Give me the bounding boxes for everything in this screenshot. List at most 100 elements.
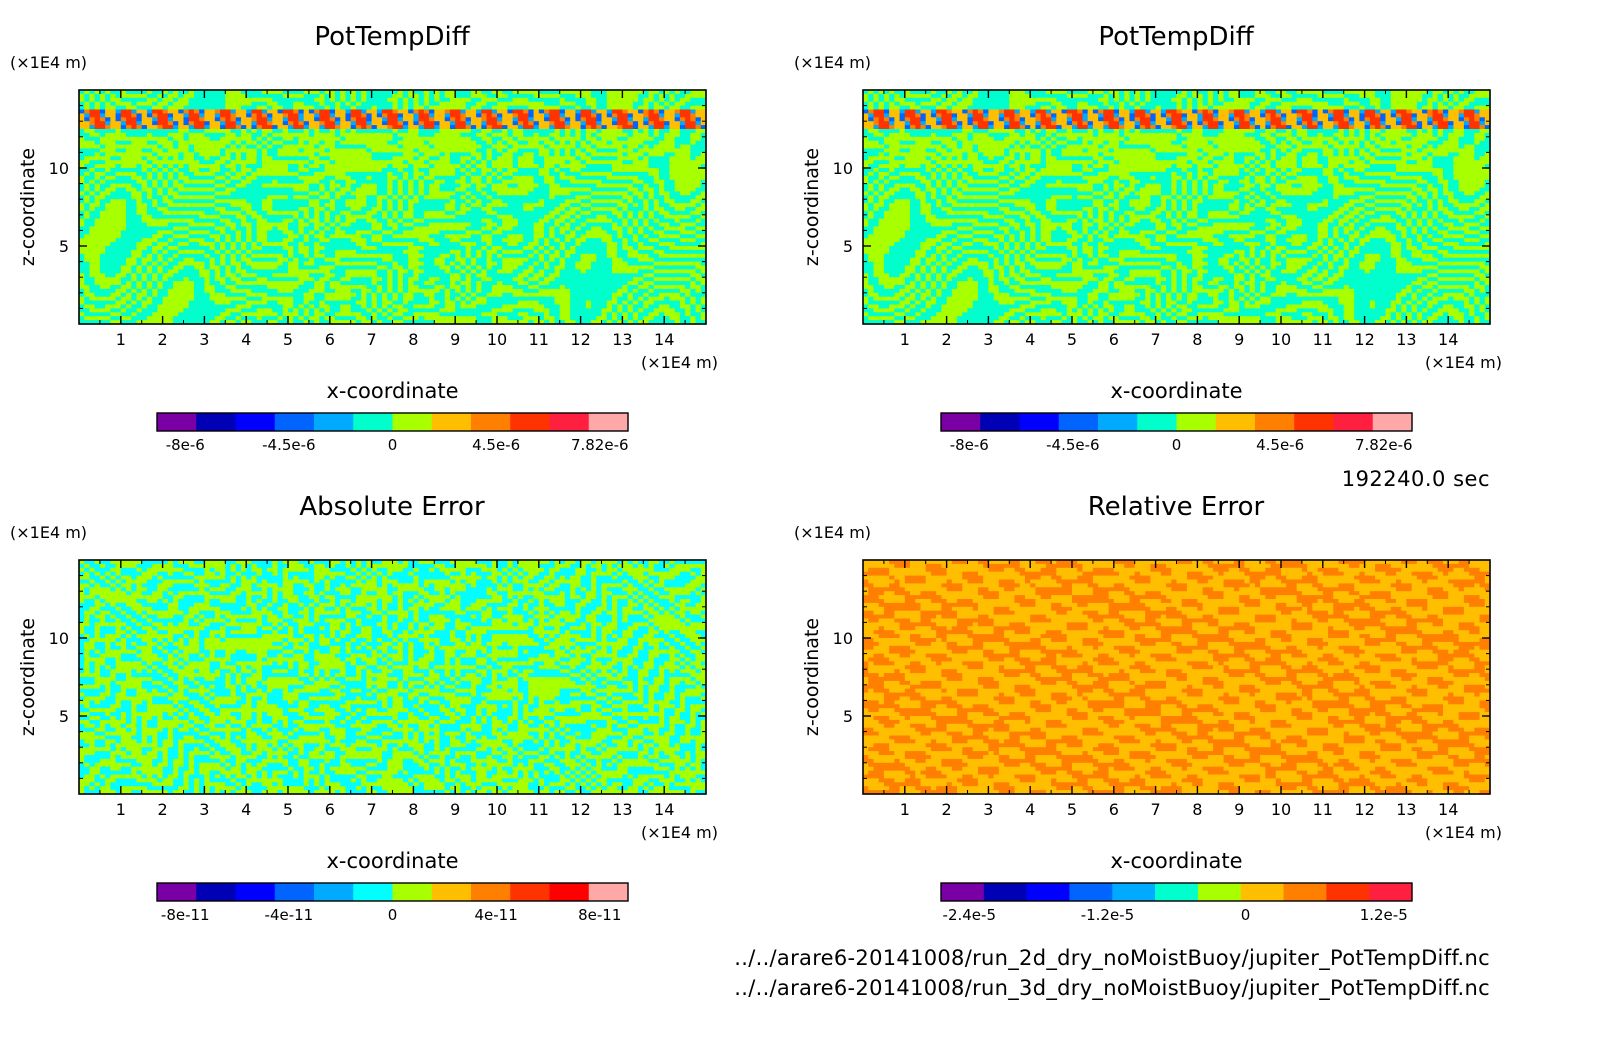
heatmap-cell: [476, 199, 482, 204]
heatmap-cell: [653, 179, 660, 184]
heatmap-cell: [99, 156, 106, 161]
heatmap-cell: [225, 97, 231, 103]
heatmap-cell: [199, 168, 205, 173]
heatmap-cell: [674, 199, 681, 204]
heatmap-cell: [288, 191, 294, 196]
heatmap-cell: [669, 101, 676, 106]
heatmap-cell: [554, 171, 561, 177]
heatmap-cell: [580, 121, 587, 126]
heatmap-cell: [470, 230, 477, 235]
heatmap-cell: [94, 132, 101, 138]
heatmap-cell: [664, 226, 670, 231]
heatmap-cell: [397, 121, 404, 126]
heatmap-cell: [465, 113, 472, 118]
heatmap-cell: [664, 187, 670, 192]
heatmap-cell: [267, 214, 273, 220]
heatmap-cell: [94, 234, 101, 239]
heatmap-cell: [460, 160, 467, 165]
heatmap-cell: [465, 121, 472, 126]
heatmap-cell: [157, 109, 164, 114]
heatmap-cell: [366, 156, 373, 161]
heatmap-cell: [173, 93, 179, 99]
heatmap-cell: [105, 214, 111, 220]
heatmap-cell: [141, 109, 148, 114]
heatmap-cell: [240, 249, 247, 255]
heatmap-cell: [481, 160, 487, 165]
heatmap-cell: [308, 242, 315, 247]
heatmap-cell: [157, 199, 164, 204]
heatmap-cell: [209, 207, 216, 212]
heatmap-cell: [146, 249, 153, 255]
heatmap-cell: [256, 168, 263, 173]
heatmap-cell: [570, 168, 576, 173]
heatmap-cell: [664, 97, 670, 103]
heatmap-cell: [449, 109, 456, 114]
heatmap-cell: [361, 148, 367, 153]
heatmap-cell: [549, 136, 555, 142]
heatmap-cell: [397, 175, 404, 181]
heatmap-cell: [549, 90, 555, 95]
heatmap-cell: [460, 183, 467, 188]
heatmap-cell: [690, 129, 696, 134]
heatmap-cell: [481, 136, 487, 142]
heatmap-cell: [298, 164, 305, 169]
heatmap-cell: [366, 246, 373, 251]
heatmap-cell: [455, 203, 461, 208]
heatmap-cell: [361, 195, 367, 200]
heatmap-cell: [423, 140, 430, 145]
heatmap-cell: [408, 160, 414, 165]
heatmap-cell: [449, 230, 456, 235]
heatmap-cell: [617, 164, 623, 169]
heatmap-cell: [423, 171, 430, 177]
heatmap-cell: [387, 191, 393, 196]
heatmap-cell: [209, 136, 216, 142]
heatmap-cell: [638, 97, 644, 103]
heatmap-cell: [418, 164, 425, 169]
heatmap-cell: [340, 156, 346, 161]
heatmap-cell: [392, 249, 399, 255]
heatmap-cell: [622, 195, 629, 200]
heatmap-cell: [193, 101, 200, 106]
heatmap-cell: [575, 140, 582, 145]
heatmap-cell: [240, 160, 247, 165]
heatmap-cell: [481, 90, 487, 95]
heatmap-cell: [643, 105, 649, 110]
heatmap-cell: [476, 129, 482, 134]
heatmap-cell: [674, 97, 681, 103]
heatmap-cell: [570, 183, 576, 188]
heatmap-cell: [199, 242, 205, 247]
heatmap-cell: [157, 164, 164, 169]
heatmap-cell: [376, 144, 383, 149]
heatmap-cell: [131, 238, 137, 243]
heatmap-cell: [246, 249, 252, 255]
heatmap-cell: [314, 152, 320, 157]
heatmap-cell: [564, 121, 571, 126]
heatmap-cell: [240, 125, 247, 130]
heatmap-cell: [528, 164, 534, 169]
heatmap-cell: [303, 117, 310, 122]
heatmap-cell: [591, 109, 597, 114]
heatmap-cell: [601, 199, 608, 204]
heatmap-cell: [157, 195, 164, 200]
heatmap-cell: [538, 152, 545, 157]
heatmap-cell: [533, 242, 540, 247]
heatmap-cell: [126, 218, 132, 223]
heatmap-cell: [507, 179, 514, 184]
heatmap-cell: [387, 144, 393, 149]
heatmap-cell: [470, 183, 477, 188]
heatmap-cell: [549, 101, 555, 106]
heatmap-cell: [89, 230, 96, 235]
heatmap-cell: [392, 101, 399, 106]
heatmap-cell: [136, 136, 143, 142]
heatmap-cell: [643, 129, 649, 134]
heatmap-cell: [136, 90, 143, 95]
heatmap-cell: [418, 148, 425, 153]
heatmap-cell: [585, 179, 592, 184]
heatmap-cell: [622, 105, 629, 110]
heatmap-cell: [371, 249, 378, 255]
heatmap-cell: [601, 164, 608, 169]
heatmap-cell: [669, 117, 676, 122]
heatmap-cell: [183, 90, 190, 95]
heatmap-cell: [141, 140, 148, 145]
heatmap-cell: [408, 117, 414, 122]
